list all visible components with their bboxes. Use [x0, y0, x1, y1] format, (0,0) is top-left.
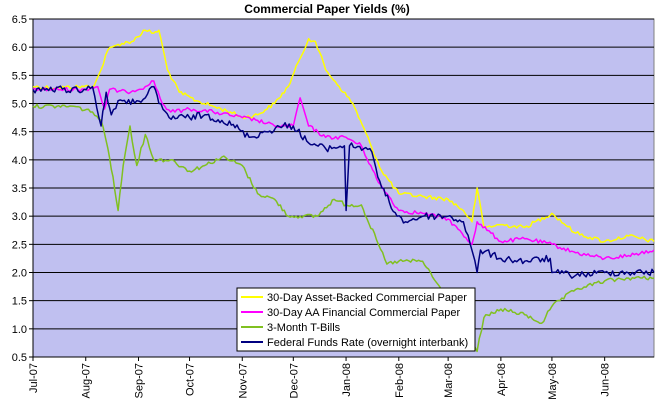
legend-label: 30-Day Asset-Backed Commercial Paper: [267, 292, 467, 304]
x-tick-label: Dec-07: [288, 363, 300, 398]
y-axis: 0.5 1.0 1.5 2.0 2.5 3.0 3.5 4.0 4.5 5.0 5.5 6.0 6.5: [12, 14, 34, 364]
y-tick-label: 6.0: [12, 42, 27, 54]
series-line: [32, 85, 655, 279]
y-tick-label: 4.5: [12, 127, 27, 139]
series-line: [32, 29, 655, 243]
chart-title: Commercial Paper Yields (%): [244, 2, 409, 16]
x-axis: Jul-07 Aug-07 Sep-07 Oct-07 Nov-07 Dec-07 Jan-…: [28, 356, 654, 400]
y-tick-label: 1.5: [12, 296, 27, 308]
series-line: [32, 80, 655, 261]
legend-label: 3-Month T-Bills: [267, 322, 341, 334]
series-group: [32, 29, 655, 353]
x-tick-label: Oct-07: [185, 363, 197, 396]
y-tick-label: 2.0: [12, 268, 27, 280]
x-tick-label: Sep-07: [133, 363, 145, 398]
y-tick-label: 3.5: [12, 183, 27, 195]
series-line: [32, 103, 655, 353]
legend-label: Federal Funds Rate (overnight interbank): [267, 337, 468, 349]
x-tick-label: May-08: [547, 363, 559, 400]
x-tick-label: Jun-08: [600, 363, 612, 397]
y-tick-label: 5.5: [12, 70, 27, 82]
y-tick-label: 5.0: [12, 99, 27, 111]
legend-box: [236, 287, 476, 352]
x-tick-label: Jul-07: [28, 363, 40, 393]
x-tick-label: Apr-08: [496, 363, 508, 396]
y-tick-label: 4.0: [12, 155, 27, 167]
x-tick-label: Nov-07: [237, 363, 249, 398]
legend-label: 30-Day AA Financial Commercial Paper: [267, 307, 461, 319]
x-tick-label: Feb-08: [394, 363, 406, 398]
y-tick-label: 3.0: [12, 211, 27, 223]
y-tick-label: 6.5: [12, 14, 27, 26]
y-tick-label: 1.0: [12, 324, 27, 336]
x-tick-label: Aug-07: [81, 363, 93, 398]
legend: 30-Day Asset-Backed Commercial Paper 30-D…: [236, 287, 476, 352]
x-tick-label: Jan-08: [341, 363, 353, 397]
y-tick-label: 2.5: [12, 239, 27, 251]
y-tick-label: 0.5: [12, 352, 27, 364]
x-tick-label: Mar-08: [443, 363, 455, 398]
